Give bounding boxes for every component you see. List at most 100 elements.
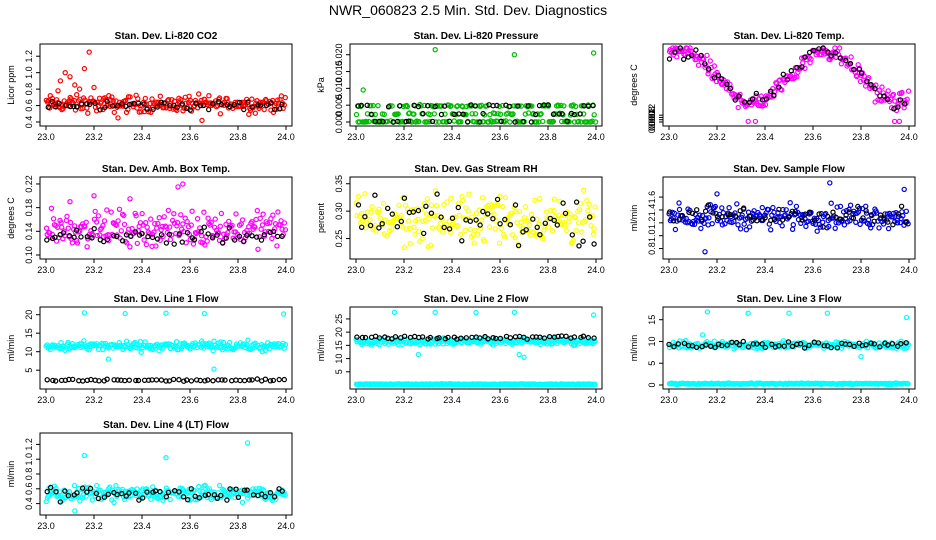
- data-point: [591, 241, 597, 247]
- data-point: [529, 228, 536, 235]
- data-point: [765, 206, 772, 213]
- data-point: [464, 119, 471, 125]
- data-point: [195, 91, 202, 97]
- data-point: [153, 377, 160, 383]
- data-point: [861, 73, 867, 79]
- data-point: [480, 208, 486, 215]
- data-point: [385, 205, 391, 212]
- data-point: [802, 54, 808, 60]
- data-point: [62, 488, 68, 494]
- data-point: [816, 211, 822, 217]
- data-point: [241, 238, 247, 244]
- data-point: [354, 334, 360, 340]
- data-point: [174, 104, 180, 110]
- data-point: [44, 237, 50, 243]
- data-point: [104, 236, 111, 243]
- data-point: [444, 199, 450, 205]
- y-tick-label: 0.8: [24, 468, 34, 481]
- data-point: [405, 218, 412, 224]
- data-point: [719, 342, 725, 349]
- data-point: [705, 202, 712, 208]
- data-point: [865, 217, 872, 223]
- data-point: [127, 94, 133, 100]
- data-point: [471, 240, 477, 246]
- data-point: [152, 220, 158, 227]
- data-point: [545, 224, 552, 230]
- data-point: [142, 339, 148, 345]
- data-point: [871, 341, 878, 347]
- data-point: [467, 218, 473, 224]
- data-point: [444, 119, 450, 125]
- data-point: [67, 198, 73, 205]
- x-tick-label: 23.2: [708, 265, 726, 275]
- data-point: [197, 102, 204, 109]
- data-point: [515, 103, 521, 109]
- data-point: [115, 218, 121, 224]
- data-point: [49, 98, 55, 105]
- data-point: [416, 228, 422, 235]
- data-point: [575, 220, 582, 226]
- data-point: [690, 218, 697, 225]
- data-point: [781, 343, 788, 349]
- data-point: [202, 242, 208, 248]
- data-point: [171, 210, 177, 217]
- data-point: [860, 215, 866, 221]
- data-point: [707, 58, 714, 64]
- y-tick-label: 1.6: [647, 191, 657, 204]
- data-point: [846, 341, 853, 348]
- data-point: [546, 334, 553, 340]
- data-point: [697, 212, 703, 218]
- data-point: [565, 219, 572, 225]
- outlier-points: [55, 49, 205, 124]
- data-point: [89, 497, 96, 503]
- data-point: [74, 240, 81, 246]
- data-point: [502, 194, 509, 201]
- x-tick-label: 23.4: [133, 265, 151, 275]
- data-point: [219, 377, 225, 383]
- data-point: [828, 200, 834, 206]
- data-point: [259, 491, 265, 497]
- data-point: [206, 92, 212, 99]
- data-point: [281, 102, 287, 108]
- data-point: [836, 45, 843, 51]
- chart-panel-5: Stan. Dev. Gas Stream RH percent 23.0 23.2 2…: [316, 164, 605, 275]
- data-point: [170, 376, 177, 383]
- data-point: [69, 376, 76, 383]
- data-point: [179, 101, 185, 107]
- data-point: [83, 219, 89, 225]
- data-point: [497, 221, 503, 227]
- outlier-points: [391, 309, 597, 360]
- data-point: [445, 334, 451, 341]
- data-point: [281, 376, 287, 383]
- y-tick-label: 1.2: [24, 438, 34, 451]
- x-tick-label: 23.0: [37, 265, 55, 275]
- data-point: [91, 225, 97, 232]
- data-point: [592, 381, 598, 387]
- chart-panel-10: Stan. Dev. Line 4 (LT) Flow ml/min 23.0 23.…: [6, 420, 295, 531]
- data-point: [276, 376, 282, 383]
- data-point: [241, 487, 248, 493]
- data-point: [74, 490, 80, 496]
- plot-frame: [349, 43, 603, 127]
- data-point: [211, 338, 217, 344]
- data-point: [868, 212, 875, 218]
- data-point: [472, 111, 479, 117]
- data-point: [228, 378, 235, 384]
- data-point: [157, 93, 163, 99]
- data-point: [838, 61, 845, 67]
- outlier-points: [360, 47, 597, 93]
- data-point: [116, 340, 123, 346]
- data-point: [495, 111, 501, 117]
- x-tick-label: 24.0: [587, 265, 605, 275]
- chart-title: Stan. Dev. Line 1 Flow: [114, 294, 219, 305]
- data-point: [122, 97, 129, 104]
- y-tick-label: 5: [647, 361, 657, 366]
- data-point: [747, 99, 753, 106]
- chart-title: Stan. Dev. Li-820 CO2: [115, 31, 218, 42]
- outlier-points: [72, 440, 251, 514]
- x-tick-label: 23.8: [539, 395, 557, 405]
- data-point: [759, 341, 765, 347]
- data-point: [129, 225, 135, 232]
- chart-title: Stan. Dev. Gas Stream RH: [414, 164, 537, 175]
- x-tick-label: 23.2: [85, 132, 103, 142]
